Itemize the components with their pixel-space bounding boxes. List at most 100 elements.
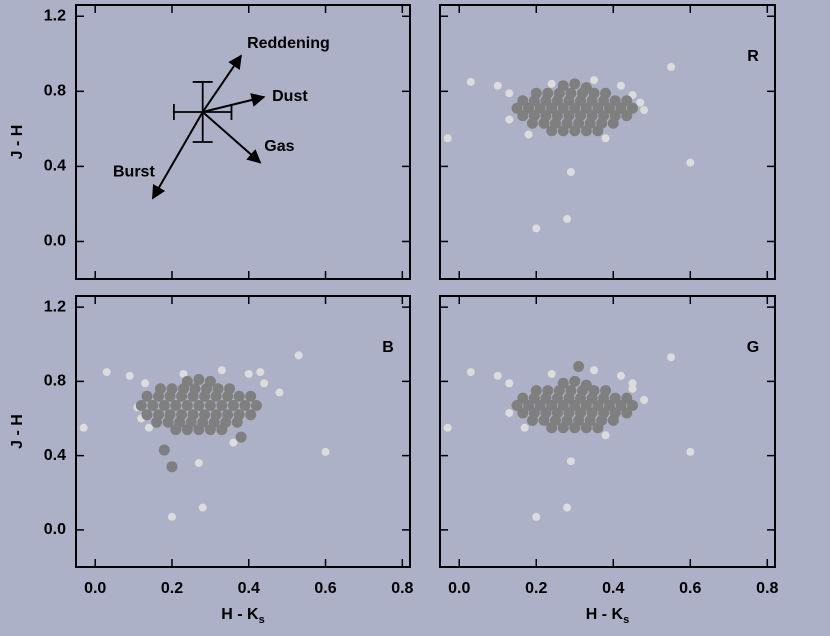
point bbox=[135, 400, 147, 412]
point bbox=[601, 134, 610, 143]
point bbox=[586, 95, 598, 107]
point bbox=[575, 392, 587, 404]
point bbox=[547, 369, 556, 378]
point bbox=[158, 444, 170, 456]
point bbox=[547, 79, 556, 88]
point bbox=[569, 102, 581, 114]
point bbox=[540, 95, 552, 107]
point bbox=[538, 414, 550, 426]
panel-label: B bbox=[382, 339, 394, 356]
point bbox=[640, 395, 649, 404]
point bbox=[627, 102, 639, 114]
point bbox=[141, 379, 150, 388]
point bbox=[229, 438, 238, 447]
point bbox=[260, 379, 269, 388]
point bbox=[179, 369, 188, 378]
point bbox=[551, 392, 563, 404]
point bbox=[517, 110, 529, 122]
point bbox=[592, 422, 604, 434]
x-tick-label: 0.8 bbox=[756, 580, 778, 597]
point bbox=[170, 400, 182, 412]
plot-frame bbox=[75, 295, 411, 568]
point bbox=[563, 392, 575, 404]
point bbox=[621, 95, 633, 107]
point bbox=[603, 102, 615, 114]
point bbox=[517, 95, 529, 107]
point bbox=[528, 95, 540, 107]
point bbox=[193, 374, 205, 386]
point bbox=[239, 400, 251, 412]
point bbox=[640, 106, 649, 115]
y-tick-label: 0.0 bbox=[44, 521, 66, 538]
y-tick-label: 0.8 bbox=[44, 373, 66, 390]
x-axis-label: H - Ks bbox=[221, 606, 264, 626]
point bbox=[511, 102, 523, 114]
point bbox=[616, 371, 625, 380]
point bbox=[598, 392, 610, 404]
point bbox=[557, 422, 569, 434]
point bbox=[222, 390, 234, 402]
panel-label: R bbox=[747, 48, 759, 65]
point bbox=[609, 392, 621, 404]
point bbox=[540, 392, 552, 404]
x-axis-label-subscript: s bbox=[623, 614, 629, 626]
point bbox=[621, 392, 633, 404]
point bbox=[235, 431, 247, 443]
x-tick-label: 0.6 bbox=[679, 580, 701, 597]
plot-frame bbox=[75, 4, 411, 280]
point bbox=[244, 369, 253, 378]
vector-label: Burst bbox=[113, 164, 155, 181]
x-axis-label: H - Ks bbox=[586, 606, 629, 626]
point bbox=[592, 102, 604, 114]
point bbox=[493, 81, 502, 90]
point bbox=[523, 400, 535, 412]
x-axis-label-subscript: s bbox=[259, 614, 265, 626]
point bbox=[511, 400, 523, 412]
point bbox=[609, 95, 621, 107]
point bbox=[557, 400, 569, 412]
point bbox=[566, 168, 575, 177]
point bbox=[615, 400, 627, 412]
y-tick-label: 0.4 bbox=[44, 447, 66, 464]
vector-arrow bbox=[202, 93, 266, 113]
point bbox=[144, 423, 153, 432]
x-tick-label: 0.2 bbox=[525, 580, 547, 597]
x-tick-label: 0.8 bbox=[391, 580, 413, 597]
point bbox=[636, 98, 645, 107]
point bbox=[294, 351, 303, 360]
point bbox=[526, 117, 538, 129]
x-tick-label: 0.0 bbox=[84, 580, 106, 597]
point bbox=[505, 379, 514, 388]
point bbox=[601, 431, 610, 440]
point bbox=[557, 102, 569, 114]
point bbox=[443, 423, 452, 432]
point bbox=[193, 400, 205, 412]
point bbox=[162, 416, 174, 428]
y-axis-label: J - H bbox=[9, 125, 26, 160]
point bbox=[505, 115, 514, 124]
point bbox=[194, 459, 203, 468]
point bbox=[569, 78, 581, 90]
vector-label: Dust bbox=[272, 88, 308, 105]
point bbox=[628, 379, 637, 388]
panel-label: G bbox=[747, 339, 759, 356]
point bbox=[198, 503, 207, 512]
point bbox=[193, 424, 205, 436]
point bbox=[615, 102, 627, 114]
x-tick-label: 0.6 bbox=[314, 580, 336, 597]
point bbox=[569, 400, 581, 412]
x-tick-label: 0.2 bbox=[161, 580, 183, 597]
point bbox=[216, 424, 228, 436]
point bbox=[204, 424, 216, 436]
point bbox=[517, 407, 529, 419]
point bbox=[592, 400, 604, 412]
plot-frame bbox=[439, 295, 776, 568]
point bbox=[187, 390, 199, 402]
point bbox=[524, 130, 533, 139]
point bbox=[607, 117, 619, 129]
point bbox=[590, 366, 599, 375]
point bbox=[125, 371, 134, 380]
point bbox=[216, 400, 228, 412]
